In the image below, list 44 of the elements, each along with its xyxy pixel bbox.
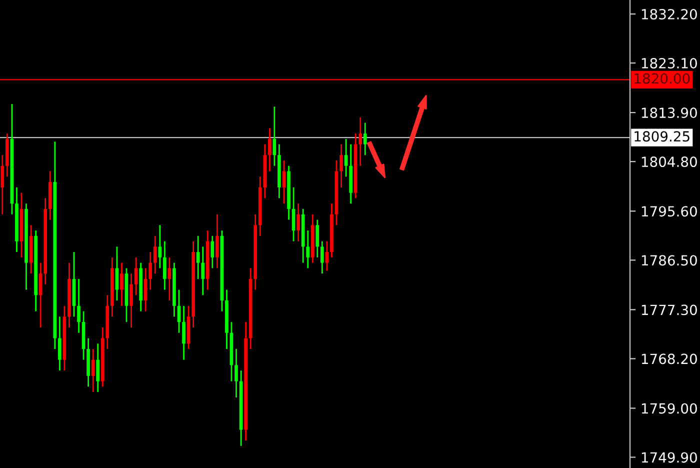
candlestick [325, 240, 329, 272]
candlestick [201, 246, 205, 296]
y-tick-label: 1768.20 [642, 354, 697, 364]
candlestick [268, 127, 272, 172]
candlestick [316, 219, 320, 258]
candlestick [0, 154, 4, 216]
y-tick-label: 1795.60 [642, 206, 697, 217]
candlestick [162, 240, 166, 290]
candlestick [340, 144, 343, 188]
y-tick-label: 1813.90 [642, 108, 697, 118]
candlestick [234, 348, 238, 398]
ref-line-label: 1809.25 [634, 131, 690, 142]
candlestick [320, 240, 324, 274]
candlestick [196, 235, 200, 280]
candlestick [296, 202, 300, 242]
candlestick [38, 262, 42, 328]
candlestick [158, 224, 162, 269]
candlestick [115, 246, 119, 302]
candlestick [358, 116, 362, 167]
candlestick [168, 256, 172, 302]
y-tick-label: 1759.00 [642, 403, 697, 414]
candlestick [148, 251, 152, 290]
candlestick [210, 235, 214, 269]
y-tick-label: 1777.30 [642, 304, 697, 316]
y-tick-label: 1823.10 [642, 58, 697, 68]
candlestick [153, 235, 157, 274]
candlestick [182, 305, 186, 360]
candlestick [363, 122, 367, 156]
candlestick [96, 342, 100, 393]
candlestick [306, 230, 310, 269]
candlestick [215, 214, 219, 269]
y-tick-label: 1749.90 [642, 452, 697, 463]
candlestick [144, 268, 148, 312]
candlestick [292, 186, 296, 242]
candlestick [120, 262, 124, 307]
candlestick [344, 138, 348, 178]
candlestick [134, 256, 138, 296]
ref-line-label: 1820.00 [634, 73, 690, 84]
candlestick [130, 272, 133, 328]
y-tick-label: 1786.50 [642, 255, 697, 266]
candlestick [77, 278, 80, 334]
candlestick [58, 316, 62, 372]
y-tick-label: 1804.80 [642, 156, 697, 168]
y-tick-label: 1832.20 [642, 8, 697, 20]
